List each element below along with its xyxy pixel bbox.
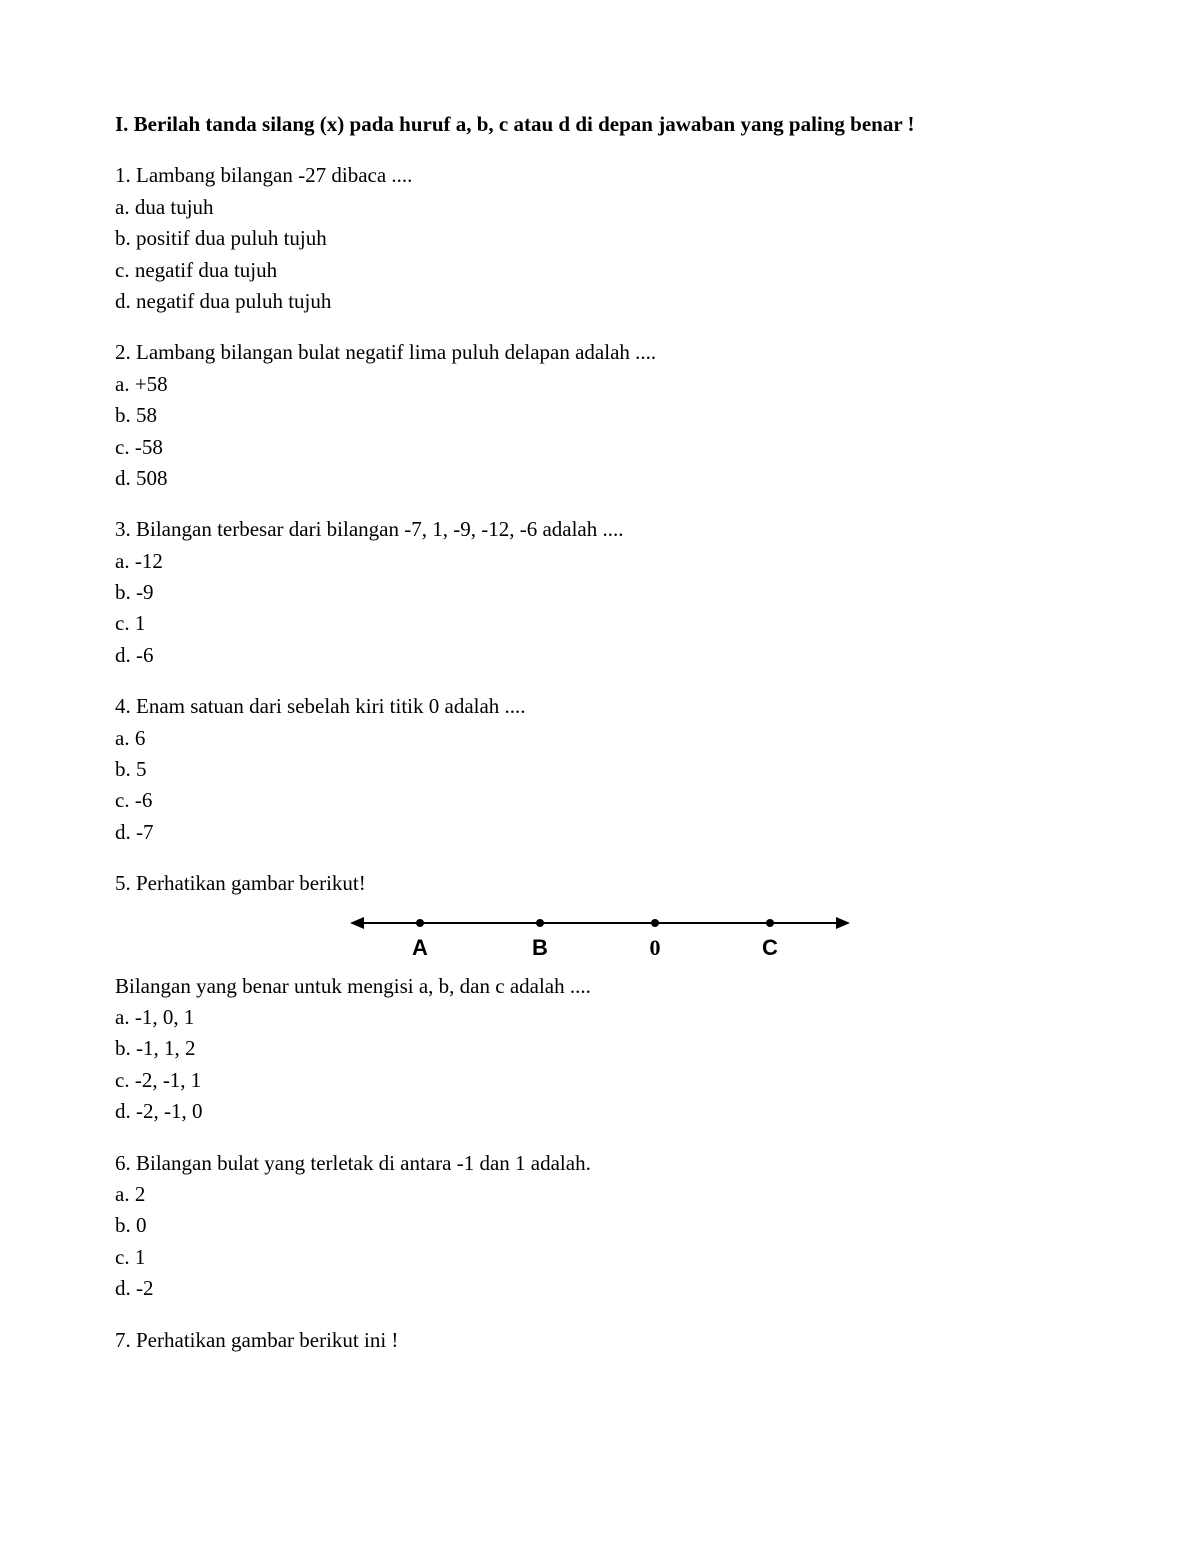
number-line-point xyxy=(536,919,544,927)
number-line-point xyxy=(766,919,774,927)
question-followup: Bilangan yang benar untuk mengisi a, b, … xyxy=(115,972,1085,1001)
number-line-diagram: A B 0 C xyxy=(115,907,1085,962)
question-block: 1. Lambang bilangan -27 dibaca .... a. du… xyxy=(115,161,1085,316)
question-block: 6. Bilangan bulat yang terletak di antar… xyxy=(115,1149,1085,1304)
answer-option: c. -2, -1, 1 xyxy=(115,1066,1085,1095)
questions-container: 1. Lambang bilangan -27 dibaca .... a. du… xyxy=(115,161,1085,1355)
answer-option: c. 1 xyxy=(115,1243,1085,1272)
answer-option: b. positif dua puluh tujuh xyxy=(115,224,1085,253)
answer-option: d. negatif dua puluh tujuh xyxy=(115,287,1085,316)
question-block: 3. Bilangan terbesar dari bilangan -7, 1… xyxy=(115,515,1085,670)
answer-option: b. -9 xyxy=(115,578,1085,607)
answer-option: a. dua tujuh xyxy=(115,193,1085,222)
answer-option: c. -58 xyxy=(115,433,1085,462)
number-line-label: B xyxy=(532,933,548,964)
arrow-right-icon xyxy=(836,917,850,929)
answer-option: c. -6 xyxy=(115,786,1085,815)
question-text: 2. Lambang bilangan bulat negatif lima p… xyxy=(115,338,1085,367)
answer-option: b. 58 xyxy=(115,401,1085,430)
question-text: 4. Enam satuan dari sebelah kiri titik 0… xyxy=(115,692,1085,721)
answer-option: d. -7 xyxy=(115,818,1085,847)
question-text: 1. Lambang bilangan -27 dibaca .... xyxy=(115,161,1085,190)
number-line-label: C xyxy=(762,933,778,964)
answer-option: a. +58 xyxy=(115,370,1085,399)
arrow-left-icon xyxy=(350,917,364,929)
number-line-point xyxy=(651,919,659,927)
answer-option: a. 6 xyxy=(115,724,1085,753)
answer-option: d. -2, -1, 0 xyxy=(115,1097,1085,1126)
number-line-label: A xyxy=(412,933,428,964)
answer-option: a. 2 xyxy=(115,1180,1085,1209)
answer-option: d. -6 xyxy=(115,641,1085,670)
question-block: 5. Perhatikan gambar berikut! A B 0 C Bilanga… xyxy=(115,869,1085,1126)
question-text: 3. Bilangan terbesar dari bilangan -7, 1… xyxy=(115,515,1085,544)
question-text: 6. Bilangan bulat yang terletak di antar… xyxy=(115,1149,1085,1178)
answer-option: a. -1, 0, 1 xyxy=(115,1003,1085,1032)
section-instruction: I. Berilah tanda silang (x) pada huruf a… xyxy=(115,110,1085,139)
answer-option: b. 5 xyxy=(115,755,1085,784)
question-text: 5. Perhatikan gambar berikut! xyxy=(115,869,1085,898)
answer-option: a. -12 xyxy=(115,547,1085,576)
question-block: 4. Enam satuan dari sebelah kiri titik 0… xyxy=(115,692,1085,847)
answer-option: c. 1 xyxy=(115,609,1085,638)
number-line-label: 0 xyxy=(650,933,661,964)
answer-option: c. negatif dua tujuh xyxy=(115,256,1085,285)
answer-option: b. 0 xyxy=(115,1211,1085,1240)
answer-option: d. 508 xyxy=(115,464,1085,493)
question-text: 7. Perhatikan gambar berikut ini ! xyxy=(115,1326,1085,1355)
question-block: 7. Perhatikan gambar berikut ini ! xyxy=(115,1326,1085,1355)
answer-option: d. -2 xyxy=(115,1274,1085,1303)
question-block: 2. Lambang bilangan bulat negatif lima p… xyxy=(115,338,1085,493)
answer-option: b. -1, 1, 2 xyxy=(115,1034,1085,1063)
number-line-point xyxy=(416,919,424,927)
